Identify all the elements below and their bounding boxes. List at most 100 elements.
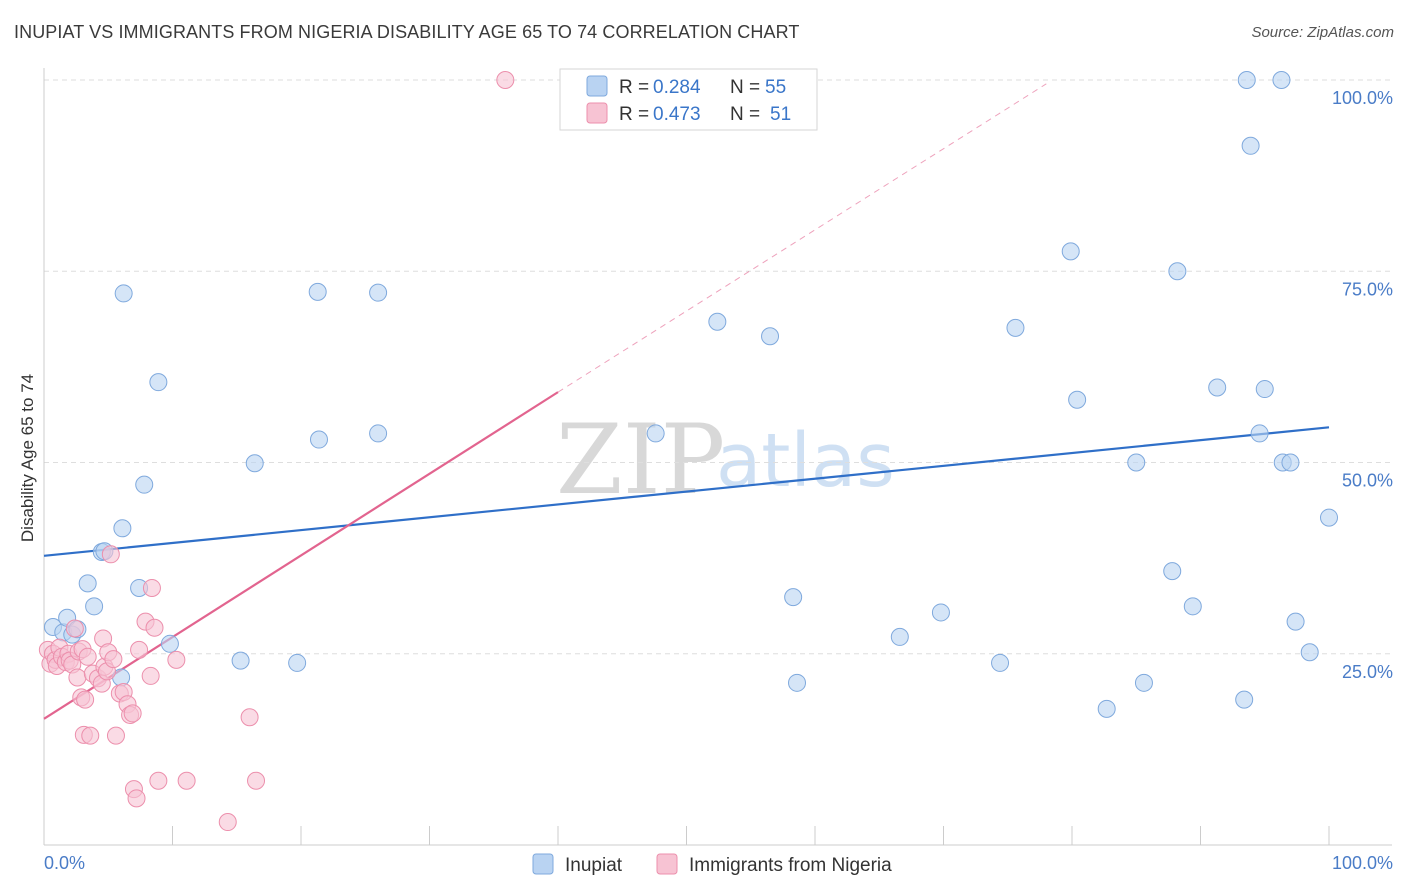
inupiat-point-49	[1281, 453, 1300, 472]
inupiat-point-28	[788, 673, 807, 692]
inupiat-point-44	[1241, 136, 1260, 155]
inupiat-point-36	[1127, 453, 1146, 472]
inupiat-point-24	[646, 424, 665, 443]
nigeria-point-12	[68, 668, 87, 687]
inupiat-point-51	[1300, 643, 1319, 662]
inupiat-point-34	[1068, 390, 1087, 409]
inupiat-point-25	[708, 312, 727, 331]
inupiat-point-35	[1097, 699, 1116, 718]
inupiat-point-43	[1237, 71, 1256, 89]
series-legend: Inupiat Immigrants from Nigeria	[532, 853, 892, 876]
nigeria-point-42	[149, 771, 168, 790]
source-credit: Source: ZipAtlas.com	[1251, 24, 1394, 41]
inupiat-point-30	[931, 603, 950, 622]
axes	[43, 68, 1392, 846]
inupiat-point-20	[309, 430, 328, 449]
inupiat-trend-line	[43, 426, 1330, 557]
inupiat-point-47	[1272, 71, 1291, 89]
nigeria-point-34	[123, 704, 142, 723]
legend-label-inupiat: Inupiat	[565, 855, 623, 876]
nigeria-point-48	[496, 71, 515, 89]
series-inupiat	[43, 71, 1338, 718]
legend-r-value-2: 0.473	[653, 104, 701, 125]
nigeria-point-19	[81, 726, 100, 745]
nigeria-point-40	[142, 578, 161, 597]
inupiat-point-32	[1006, 318, 1025, 337]
nigeria-point-47	[247, 771, 266, 790]
legend-r-label-2: R =	[619, 104, 649, 125]
nigeria-point-46	[240, 708, 259, 727]
inupiat-point-40	[1183, 597, 1202, 616]
y-tick-labels: 25.0% 50.0% 75.0% 100.0%	[1332, 88, 1393, 682]
gridlines	[44, 79, 1392, 655]
legend-swatch-nigeria-bottom	[656, 853, 678, 875]
correlation-legend: R = 0.284 N = 55 R = 0.473 N = 51	[559, 68, 818, 131]
inupiat-point-41	[1208, 378, 1227, 397]
inupiat-point-52	[1320, 508, 1338, 527]
y-tick-label-2: 75.0%	[1342, 279, 1393, 299]
inupiat-point-50	[1286, 612, 1305, 631]
nigeria-point-45	[218, 813, 237, 832]
legend-r-label-1: R =	[619, 77, 649, 98]
legend-n-label-2: N =	[730, 104, 760, 125]
y-tick-label-0: 25.0%	[1342, 662, 1393, 682]
nigeria-point-41	[145, 618, 164, 637]
inupiat-point-29	[890, 627, 909, 646]
inupiat-point-11	[113, 519, 132, 538]
inupiat-point-14	[149, 373, 168, 392]
nigeria-point-29	[106, 726, 125, 745]
inupiat-point-22	[369, 283, 388, 302]
chart-title: INUPIAT VS IMMIGRANTS FROM NIGERIA DISAB…	[14, 22, 800, 42]
inupiat-point-5	[78, 574, 97, 593]
x-tick-labels: 0.0% 100.0%	[44, 853, 1393, 873]
inupiat-point-46	[1255, 380, 1274, 399]
series-nigeria	[38, 71, 515, 832]
inupiat-point-15	[160, 634, 179, 653]
legend-n-label-1: N =	[730, 77, 760, 98]
y-tick-label-3: 100.0%	[1332, 88, 1393, 108]
trend-lines	[43, 83, 1330, 720]
nigeria-trend-line	[43, 391, 559, 720]
nigeria-point-36	[127, 789, 146, 808]
inupiat-point-18	[288, 653, 307, 672]
x-tick-label-max: 100.0%	[1332, 853, 1393, 873]
inupiat-point-21	[369, 424, 388, 443]
inupiat-point-38	[1163, 562, 1182, 581]
watermark-zip: ZIP	[556, 404, 725, 516]
nigeria-point-18	[78, 647, 97, 666]
watermark-atlas: atlas	[716, 418, 895, 504]
data-points	[38, 71, 1338, 832]
legend-swatch-inupiat-bottom	[532, 853, 554, 875]
inupiat-point-6	[85, 597, 104, 616]
nigeria-point-28	[104, 650, 123, 669]
nigeria-point-27	[101, 545, 120, 564]
inupiat-point-31	[991, 653, 1010, 672]
nigeria-point-43	[167, 650, 186, 669]
inupiat-point-16	[231, 651, 250, 670]
inupiat-point-27	[784, 588, 803, 607]
inupiat-point-45	[1250, 424, 1269, 443]
y-tick-label-1: 50.0%	[1342, 471, 1393, 491]
inupiat-point-42	[1235, 690, 1254, 709]
watermark: ZIP atlas	[556, 404, 895, 516]
y-axis-title: Disability Age 65 to 74	[18, 374, 37, 542]
x-tick-label-min: 0.0%	[44, 853, 85, 873]
legend-swatch-nigeria	[586, 102, 608, 124]
legend-r-value-1: 0.284	[653, 77, 701, 98]
inupiat-point-13	[135, 475, 154, 494]
nigeria-point-39	[141, 666, 160, 685]
inupiat-point-39	[1168, 262, 1187, 281]
nigeria-point-44	[177, 771, 196, 790]
inupiat-point-37	[1134, 673, 1153, 692]
legend-label-nigeria: Immigrants from Nigeria	[689, 855, 892, 876]
inupiat-point-10	[114, 284, 133, 303]
inupiat-point-26	[761, 327, 780, 346]
inupiat-point-17	[245, 454, 264, 473]
inupiat-point-33	[1061, 242, 1080, 261]
legend-n-value-1: 55	[765, 77, 786, 98]
inupiat-point-19	[308, 282, 327, 301]
nigeria-trend-extension	[557, 83, 1047, 393]
nigeria-point-37	[130, 640, 149, 659]
nigeria-point-17	[76, 690, 95, 709]
